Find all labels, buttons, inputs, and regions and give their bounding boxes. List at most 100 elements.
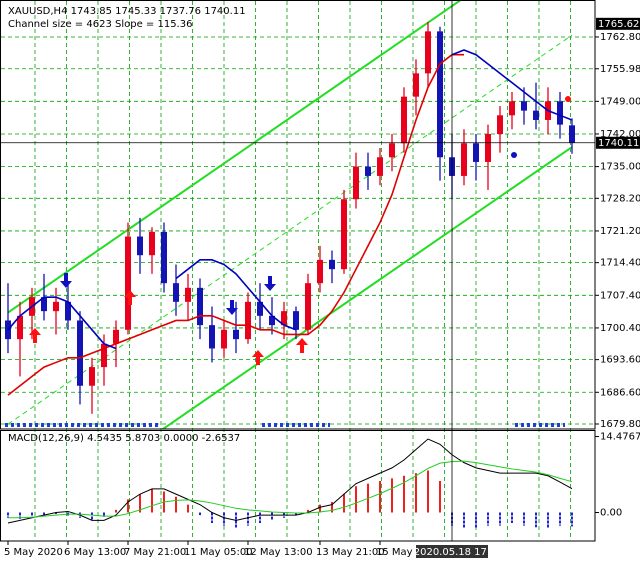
candle-body (125, 236, 131, 330)
candle-body (461, 143, 467, 176)
candle-body (113, 329, 119, 344)
high-price-label: 1765.62 (598, 19, 639, 30)
y-tick-label: 1707.40 (600, 290, 640, 301)
macd-frame (0, 430, 596, 542)
candle-body (281, 311, 287, 326)
candle-body (437, 31, 443, 158)
x-tick-label: 6 May 13:00 (64, 547, 126, 558)
last-price-label-box (596, 136, 640, 149)
candle-body (485, 133, 491, 162)
channel-lower (161, 146, 573, 429)
candle-body (413, 73, 419, 97)
y-tick-label: 1742.00 (600, 129, 640, 140)
chart-title: XAUUSD,H4 1743.85 1745.33 1737.76 1740.1… (8, 6, 246, 17)
candle-body (41, 297, 47, 312)
x-tick-label: 13 May 21:00 (316, 547, 385, 558)
candle-body (377, 157, 383, 176)
y-tick-label: 1679.80 (600, 419, 640, 430)
buy-arrow (296, 338, 308, 353)
y-tick-label: 14.4767 (600, 432, 640, 443)
x-tick-label: 7 May 21:00 (124, 547, 186, 558)
candle-body (401, 96, 407, 144)
candle-body (293, 311, 299, 330)
candle-body (197, 287, 203, 326)
x-tick-label: 15 May (376, 547, 413, 558)
macd-title: MACD(12,26,9) 4.5435 5.8703 0.0000 -2.65… (8, 433, 240, 444)
crosshair-label: 2020.05.18 17: (414, 547, 491, 558)
y-tick-label: 1686.60 (600, 387, 640, 398)
candle-body (77, 320, 83, 386)
signal-arrows (5, 96, 571, 427)
candle-body (557, 101, 563, 125)
price-plot (1, 0, 595, 429)
candle-body (365, 166, 371, 176)
candle-body (173, 283, 179, 302)
x-tick-label: 12 May 13:00 (244, 547, 313, 558)
candle-body (161, 231, 167, 284)
buy-arrow (252, 350, 264, 365)
candle-body (233, 329, 239, 340)
candle-body (269, 315, 275, 326)
candle-body (53, 301, 59, 312)
signal-dot (511, 152, 517, 158)
candle-body (341, 199, 347, 270)
chart-subtitle: Channel size = 4623 Slope = 115.36 (8, 19, 192, 30)
candle-body (101, 343, 107, 368)
channel-upper (7, 0, 463, 314)
sell-arrow (226, 300, 238, 315)
candle-body (533, 110, 539, 120)
candle-body (389, 143, 395, 158)
buy-arrow (124, 290, 136, 305)
candle-body (185, 287, 191, 302)
y-tick-label: 1755.98 (600, 64, 640, 75)
candle-body (209, 325, 215, 349)
candle-body (149, 231, 155, 256)
y-tick-label: 1749.00 (600, 96, 640, 107)
candle-body (473, 143, 479, 162)
candle-body (425, 31, 431, 74)
candle-body (5, 320, 11, 340)
candle-body (353, 166, 359, 200)
candle-body (305, 283, 311, 330)
axis-labels: 1762.80 1755.98 1749.00 1742.00 1735.00 1728.… (4, 17, 640, 558)
y-tick-label: 1735.00 (600, 162, 640, 173)
candle-body (137, 236, 143, 256)
x-tick-label: 5 May 2020 (4, 547, 63, 558)
candle-body (89, 367, 95, 386)
candle-body (497, 115, 503, 134)
candle-body (509, 101, 515, 116)
candle-body (329, 259, 335, 270)
price-frame (0, 0, 596, 430)
y-tick-label: 1693.60 (600, 355, 640, 366)
sell-arrow (264, 276, 276, 291)
high-price-label-box (596, 17, 640, 30)
macd-plot (7, 438, 573, 529)
y-tick-label: 1714.40 (600, 258, 640, 269)
indicator-line (7, 49, 573, 350)
macd-line (7, 438, 573, 524)
signal-dot (565, 96, 571, 102)
candle-body (569, 125, 575, 143)
crosshair-label-box (416, 545, 488, 558)
price-grid (1, 36, 595, 425)
candle-body (245, 301, 251, 340)
y-tick-label: 1728.20 (600, 193, 640, 204)
last-price-label: 1740.11 (598, 138, 639, 149)
candle-body (221, 329, 227, 349)
sell-arrow (60, 273, 72, 288)
channel-middle (7, 34, 573, 425)
candle-body (17, 315, 23, 340)
candle-body (521, 101, 527, 111)
y-tick-label: 1721.20 (600, 226, 640, 237)
y-tick-label: 1700.40 (600, 323, 640, 334)
indicator-line (7, 53, 464, 396)
candle-body (65, 301, 71, 321)
buy-arrow (29, 328, 41, 343)
macd-line (8, 460, 573, 519)
y-tick-label: 1762.80 (600, 32, 640, 43)
x-tick-label: 11 May 05:00 (184, 547, 253, 558)
candle-body (257, 301, 263, 316)
candle-body (317, 259, 323, 284)
y-tick-label: 0.00 (600, 508, 622, 519)
